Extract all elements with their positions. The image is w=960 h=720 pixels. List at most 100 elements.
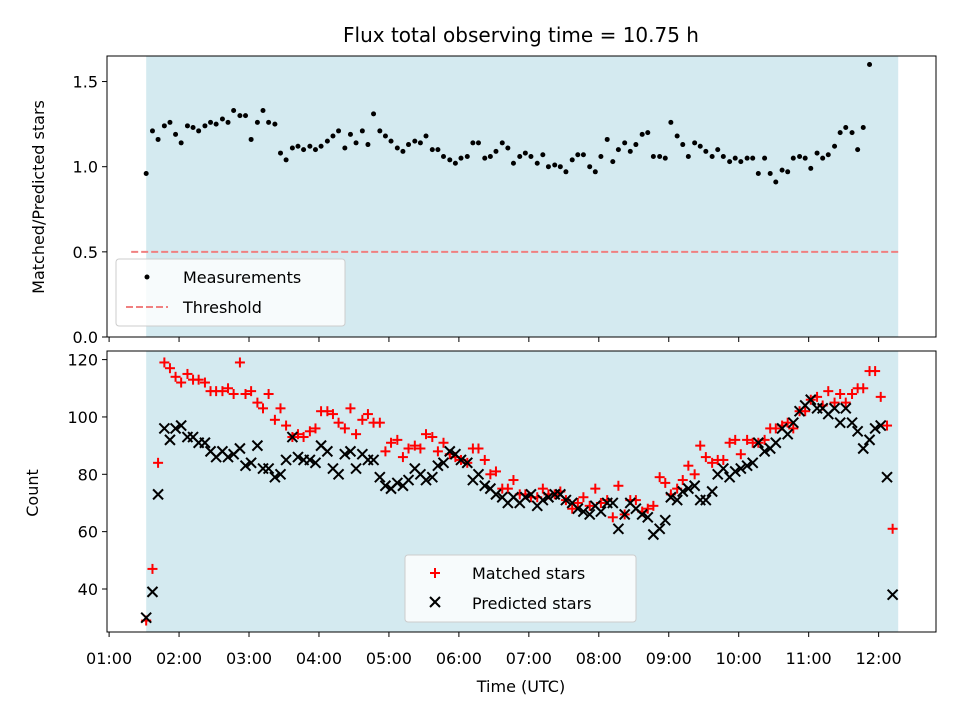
- data-point: [706, 485, 718, 498]
- data-point: [682, 482, 695, 495]
- data-point: [688, 480, 701, 492]
- data-point: [342, 145, 348, 151]
- data-point: [155, 136, 161, 142]
- data-point: [840, 397, 851, 408]
- data-point: [849, 130, 855, 136]
- data-point: [834, 416, 846, 429]
- x-tick-label: 06:00: [436, 649, 482, 668]
- data-point: [158, 422, 171, 435]
- data-point: [840, 402, 852, 415]
- data-point: [307, 143, 313, 149]
- data-point: [607, 497, 619, 509]
- data-point: [707, 457, 718, 468]
- data-point: [452, 160, 458, 166]
- data-point: [846, 416, 858, 429]
- data-point: [147, 563, 158, 574]
- data-point: [689, 469, 700, 480]
- data-point: [182, 368, 193, 379]
- data-point: [222, 451, 234, 463]
- data-point: [167, 119, 173, 125]
- data-point: [417, 140, 423, 146]
- data-point: [374, 471, 386, 483]
- data-point: [718, 454, 729, 465]
- data-point: [432, 459, 444, 472]
- data-point: [347, 131, 353, 137]
- data-point: [152, 488, 164, 501]
- data-point: [321, 445, 334, 458]
- data-point: [610, 159, 616, 165]
- data-point: [239, 459, 252, 472]
- legend-measurements-label: Measurements: [183, 268, 301, 287]
- data-point: [149, 128, 155, 134]
- data-point: [648, 500, 659, 511]
- data-point: [479, 480, 491, 492]
- data-point: [245, 457, 257, 469]
- data-point: [730, 434, 741, 445]
- y-tick-label: 120: [67, 351, 98, 370]
- legend-ratio: Measurements Threshold: [115, 258, 346, 327]
- data-point: [528, 153, 534, 159]
- data-point: [248, 136, 254, 142]
- data-point: [412, 138, 418, 144]
- y-tick-label: 0.0: [73, 328, 98, 347]
- data-point: [828, 402, 841, 415]
- x-tick-label: 03:00: [226, 649, 272, 668]
- data-point: [357, 414, 368, 425]
- data-point: [362, 409, 373, 420]
- y-tick-label: 80: [78, 465, 98, 484]
- data-point: [252, 397, 263, 408]
- data-point: [295, 143, 301, 149]
- data-point: [674, 133, 680, 139]
- data-point: [371, 111, 377, 117]
- data-point: [345, 403, 356, 414]
- data-point: [350, 462, 362, 475]
- x-tick-label: 09:00: [646, 649, 692, 668]
- data-point: [738, 159, 744, 165]
- data-point: [741, 459, 753, 472]
- data-point: [825, 152, 831, 158]
- data-point: [639, 131, 645, 137]
- data-point: [680, 142, 686, 148]
- x-tick-label: 07:00: [506, 649, 552, 668]
- data-point: [377, 128, 383, 134]
- data-point: [283, 157, 289, 163]
- data-point: [607, 512, 618, 523]
- data-point: [657, 153, 663, 159]
- data-point: [790, 155, 796, 161]
- data-point: [475, 140, 481, 146]
- data-point: [622, 140, 628, 146]
- data-point: [747, 457, 759, 469]
- data-point: [406, 142, 412, 148]
- data-point: [289, 145, 295, 151]
- data-point: [832, 143, 838, 149]
- data-point: [724, 437, 735, 448]
- data-point: [636, 508, 648, 521]
- data-point: [169, 422, 182, 435]
- data-point: [490, 466, 501, 477]
- data-point: [886, 589, 899, 601]
- legend-threshold-label: Threshold: [182, 298, 262, 317]
- y-axis-label-ratio: Matched/Predicted stars: [29, 100, 48, 294]
- data-point: [479, 454, 490, 465]
- data-point: [627, 148, 633, 154]
- data-point: [584, 508, 596, 521]
- data-point: [438, 437, 449, 448]
- data-point: [374, 417, 385, 428]
- legend-predicted-label: Predicted stars: [472, 594, 592, 613]
- data-point: [758, 445, 771, 458]
- data-point: [752, 437, 765, 449]
- data-point: [435, 147, 441, 153]
- data-point: [275, 403, 286, 414]
- data-point: [525, 488, 537, 501]
- data-point: [857, 442, 869, 455]
- data-point: [720, 153, 726, 159]
- data-point: [744, 155, 750, 161]
- data-point: [426, 471, 439, 483]
- x-tick-label: 11:00: [786, 649, 832, 668]
- data-point: [246, 386, 257, 397]
- data-point: [517, 153, 523, 159]
- data-point: [231, 107, 237, 113]
- data-point: [322, 406, 333, 417]
- legend-predicted-marker: [429, 596, 441, 608]
- data-point: [863, 434, 876, 446]
